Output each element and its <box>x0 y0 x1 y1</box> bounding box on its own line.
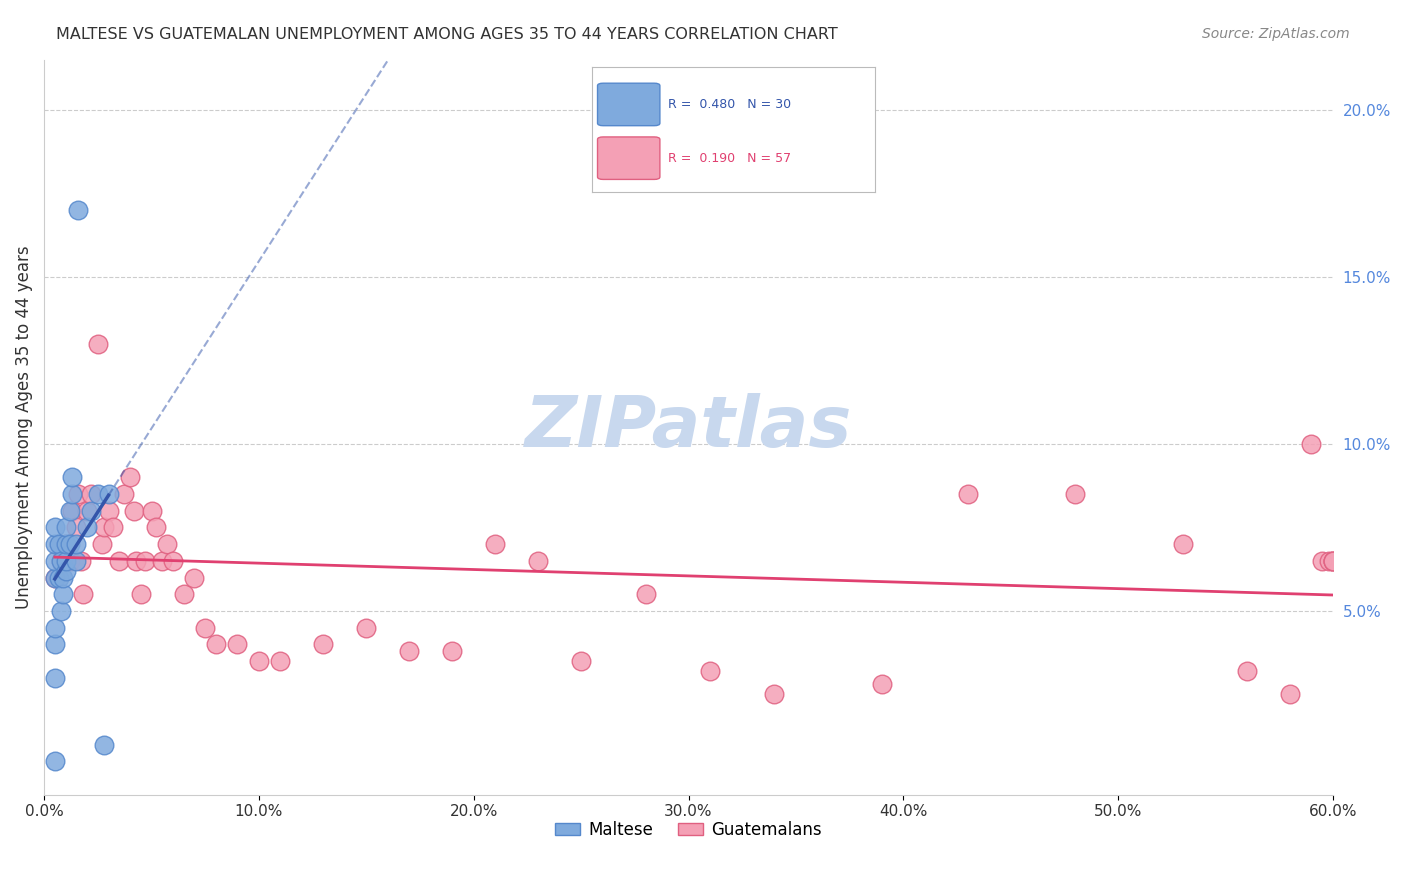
Point <box>87 487 110 501</box>
Point <box>173 587 195 601</box>
Point <box>569 654 592 668</box>
Point <box>134 554 156 568</box>
Point <box>44 621 66 635</box>
Point <box>1322 554 1344 568</box>
Point <box>44 637 66 651</box>
Point <box>763 688 786 702</box>
Point <box>67 202 90 217</box>
Point <box>226 637 249 651</box>
Point <box>44 671 66 685</box>
Point <box>125 554 148 568</box>
Point <box>145 520 167 534</box>
Point <box>194 621 217 635</box>
Point <box>55 564 77 578</box>
Point <box>55 537 77 551</box>
Point <box>52 587 75 601</box>
Point <box>441 644 464 658</box>
Point <box>59 554 82 568</box>
Point <box>44 570 66 584</box>
Point <box>356 621 378 635</box>
Point <box>60 470 83 484</box>
Point <box>52 570 75 584</box>
Point <box>527 554 550 568</box>
Point <box>1317 554 1340 568</box>
Point <box>1171 537 1194 551</box>
Point <box>51 604 73 618</box>
Point <box>634 587 657 601</box>
Point <box>60 504 83 518</box>
Point <box>870 677 893 691</box>
Point <box>1310 554 1333 568</box>
Point <box>72 587 94 601</box>
Point <box>155 537 177 551</box>
Point <box>65 520 87 534</box>
Point <box>44 754 66 768</box>
Point <box>51 554 73 568</box>
Point <box>44 537 66 551</box>
Point <box>97 504 120 518</box>
Point <box>55 520 77 534</box>
Point <box>183 570 205 584</box>
Point <box>93 520 115 534</box>
Point <box>97 487 120 501</box>
Point <box>1322 554 1344 568</box>
Point <box>162 554 184 568</box>
Point <box>80 504 103 518</box>
Point <box>59 504 82 518</box>
Point <box>108 554 131 568</box>
Point <box>129 587 152 601</box>
Point <box>1236 664 1258 678</box>
Point <box>956 487 979 501</box>
Point <box>91 537 114 551</box>
Point <box>1278 688 1301 702</box>
Point <box>48 570 70 584</box>
Point <box>69 554 91 568</box>
Point <box>76 504 98 518</box>
Point <box>124 504 146 518</box>
Text: Source: ZipAtlas.com: Source: ZipAtlas.com <box>1202 27 1350 41</box>
Point <box>312 637 335 651</box>
Point <box>150 554 173 568</box>
Point <box>44 570 66 584</box>
Point <box>101 520 124 534</box>
Point <box>1301 437 1323 451</box>
Legend: Maltese, Guatemalans: Maltese, Guatemalans <box>548 814 828 846</box>
Point <box>80 487 103 501</box>
Point <box>205 637 228 651</box>
Point <box>269 654 291 668</box>
Point <box>112 487 135 501</box>
Point <box>44 520 66 534</box>
Point <box>247 654 270 668</box>
Point <box>55 554 77 568</box>
Text: ZIPatlas: ZIPatlas <box>524 392 852 462</box>
Point <box>118 470 141 484</box>
Point <box>65 537 87 551</box>
Text: MALTESE VS GUATEMALAN UNEMPLOYMENT AMONG AGES 35 TO 44 YEARS CORRELATION CHART: MALTESE VS GUATEMALAN UNEMPLOYMENT AMONG… <box>56 27 838 42</box>
Point <box>398 644 420 658</box>
Point <box>67 487 90 501</box>
Point <box>93 738 115 752</box>
Point <box>76 520 98 534</box>
Y-axis label: Unemployment Among Ages 35 to 44 years: Unemployment Among Ages 35 to 44 years <box>15 245 32 609</box>
Point <box>60 487 83 501</box>
Point <box>484 537 506 551</box>
Point <box>59 537 82 551</box>
Point <box>55 537 77 551</box>
Point <box>699 664 721 678</box>
Point <box>1322 554 1344 568</box>
Point <box>65 554 87 568</box>
Point <box>141 504 163 518</box>
Point <box>48 537 70 551</box>
Point <box>51 554 73 568</box>
Point <box>87 336 110 351</box>
Point <box>1064 487 1087 501</box>
Point <box>44 554 66 568</box>
